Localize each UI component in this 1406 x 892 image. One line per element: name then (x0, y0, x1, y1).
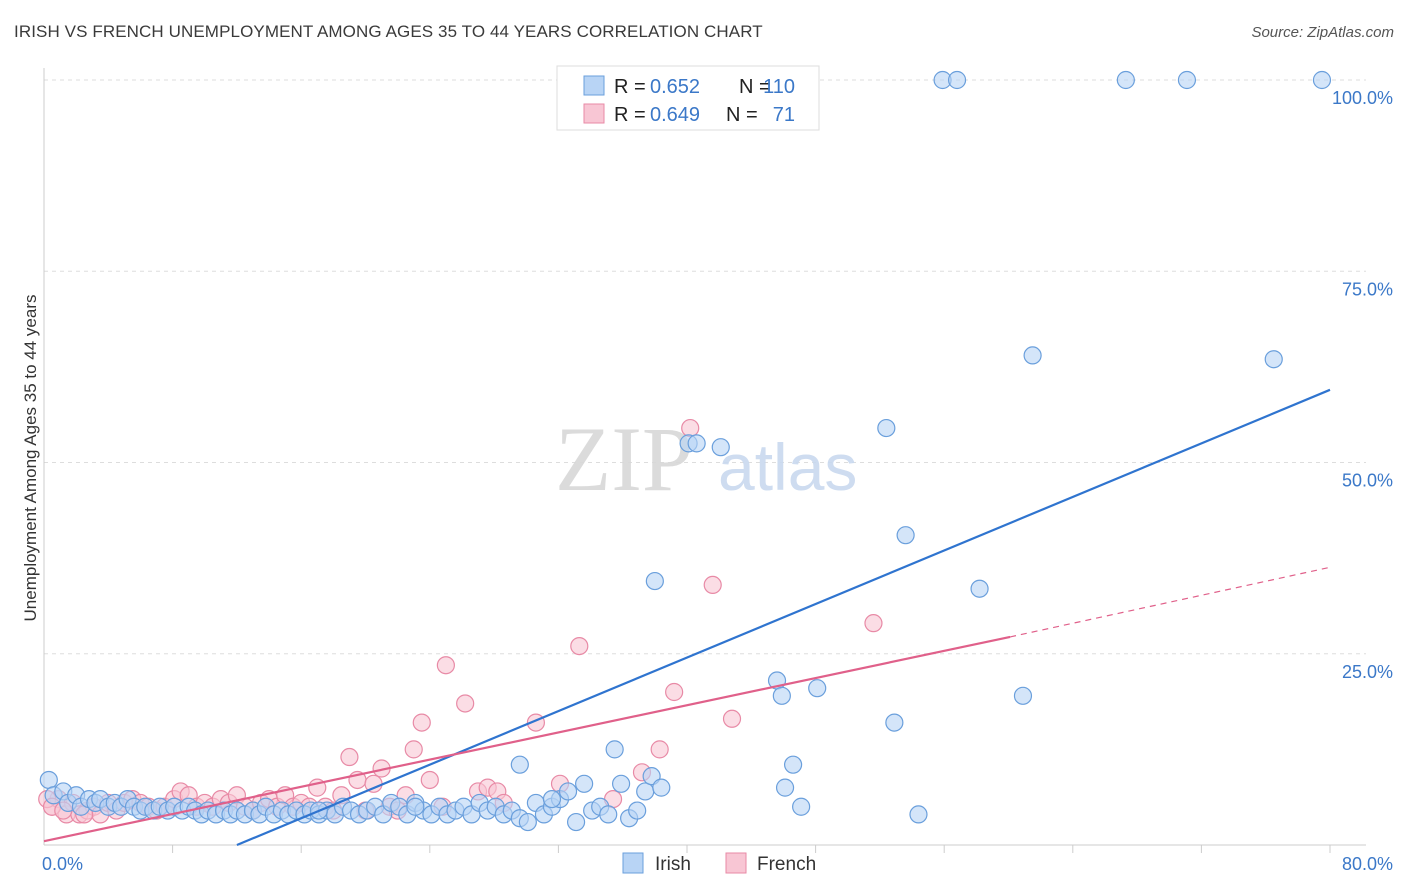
irish-series-swatch (622, 852, 644, 874)
y-axis-label: Unemployment Among Ages 35 to 44 years (21, 295, 40, 622)
irish-point-71 (566, 812, 586, 832)
chart-title: IRISH VS FRENCH UNEMPLOYMENT AMONG AGES … (14, 22, 763, 41)
irish-points (39, 70, 1332, 832)
irish-point-72 (575, 774, 594, 793)
irish-point-80 (636, 782, 655, 801)
irish-n-label: N = (739, 76, 771, 98)
irish-point-88 (772, 686, 791, 705)
french-point-58 (570, 636, 589, 656)
french-r-label: R = (614, 104, 646, 126)
axis-layer: 25.0% 50.0% 75.0% 100.0% 0.0% 80.0% (42, 68, 1393, 874)
irish-point-79 (628, 801, 647, 820)
irish-point-75 (599, 805, 618, 824)
y-tick-label-3: 100.0% (1332, 88, 1393, 108)
x-tick-label-0: 0.0% (42, 854, 83, 874)
irish-point-93 (510, 755, 529, 774)
irish-legend-swatch (583, 75, 605, 96)
french-n-value: 71 (773, 104, 795, 126)
x-tick-label-1: 80.0% (1342, 854, 1393, 874)
trend-layer (43, 388, 1331, 847)
french-point-51 (456, 694, 475, 713)
irish-point-94 (877, 418, 896, 438)
irish-point-70 (558, 782, 578, 801)
french-point-66 (864, 614, 883, 633)
series-legend: Irish French (622, 852, 816, 875)
irish-point-104 (1177, 70, 1197, 90)
irish-point-65 (518, 812, 537, 832)
irish-series-label: Irish (655, 854, 691, 875)
irish-point-85 (687, 434, 706, 453)
watermark: ZIP atlas (555, 408, 857, 510)
irish-point-77 (611, 774, 631, 793)
french-n-label: N = (726, 104, 758, 126)
french-point-38 (340, 747, 359, 767)
french-trend-line (43, 635, 1011, 843)
french-point-48 (420, 770, 439, 790)
y-tick-label-0: 25.0% (1342, 662, 1393, 682)
y-tick-label-1: 50.0% (1342, 471, 1393, 491)
y-tick-label-2: 75.0% (1342, 279, 1393, 299)
irish-point-100 (1013, 686, 1033, 705)
irish-point-82 (645, 571, 664, 591)
french-r-value: 0.649 (650, 104, 700, 126)
irish-n-value: 110 (763, 76, 795, 98)
watermark-zip: ZIP (555, 408, 693, 510)
irish-point-105 (1264, 350, 1283, 369)
irish-point-106 (1312, 70, 1332, 90)
source-credit: Source: ZipAtlas.com (1251, 24, 1394, 41)
irish-point-102 (947, 70, 967, 90)
irish-trend-line (236, 388, 1331, 847)
irish-point-97 (909, 805, 928, 824)
french-legend-swatch (583, 103, 605, 124)
french-point-46 (404, 740, 423, 759)
irish-point-96 (896, 526, 915, 545)
french-point-47 (412, 713, 431, 732)
grid-layer (44, 79, 1366, 853)
french-point-64 (703, 575, 722, 595)
irish-point-107 (406, 797, 425, 816)
stats-legend: R = 0.652 N = 110 R = 0.649 N = 71 (556, 65, 820, 131)
irish-point-92 (808, 679, 827, 698)
irish-point-86 (711, 438, 730, 457)
french-point-61 (650, 740, 669, 759)
irish-point-90 (783, 755, 803, 774)
french-series-swatch (725, 852, 747, 874)
irish-point-89 (775, 778, 795, 797)
irish-r-value: 0.652 (650, 76, 700, 98)
french-point-63 (681, 418, 700, 438)
french-point-65 (722, 709, 742, 728)
french-point-62 (665, 682, 684, 702)
french-series-label: French (757, 854, 816, 875)
irish-point-99 (1023, 346, 1042, 365)
watermark-atlas: atlas (718, 430, 857, 504)
irish-point-0 (39, 770, 58, 790)
french-point-50 (436, 656, 455, 675)
irish-point-98 (970, 579, 989, 598)
irish-point-95 (885, 713, 904, 732)
irish-point-108 (542, 789, 562, 809)
irish-point-83 (652, 778, 671, 797)
irish-point-76 (605, 740, 624, 759)
irish-point-103 (1116, 70, 1135, 90)
french-trend-extension (1009, 566, 1331, 638)
irish-point-91 (792, 797, 811, 816)
irish-r-label: R = (614, 76, 646, 98)
